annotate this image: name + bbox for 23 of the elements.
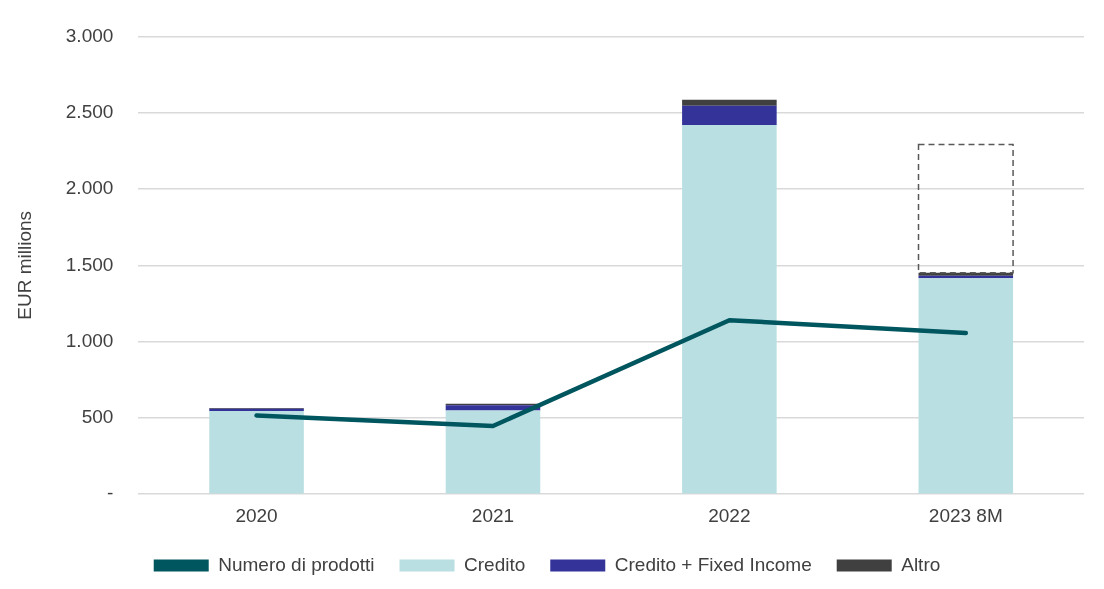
y-tick-label: 1.500 [65, 253, 114, 275]
bar [682, 99, 777, 106]
y-tick-label: 1.000 [65, 329, 114, 351]
y-tick-label: 3.000 [65, 24, 114, 46]
x-tick-label: 2020 [235, 504, 278, 526]
y-tick-label: 500 [81, 406, 114, 428]
y-axis-title: EUR millions [13, 210, 35, 320]
bar [682, 124, 777, 494]
bar [682, 105, 777, 125]
x-tick-label: 2021 [471, 504, 515, 526]
y-tick-label: 2.500 [65, 100, 114, 122]
legend-label: Credito [464, 553, 526, 575]
x-tick-label: 2023 8M [928, 504, 1003, 526]
bar [917, 143, 1014, 274]
legend-label: Altro [901, 553, 941, 575]
y-tick-label: - [107, 482, 114, 504]
x-tick-label: 2022 [708, 504, 751, 526]
legend-label: Numero di prodotti [218, 553, 375, 575]
y-tick-label: 2.000 [65, 177, 114, 199]
bar [918, 278, 1014, 494]
bar [445, 410, 541, 494]
bar [209, 411, 304, 494]
legend-label: Credito + Fixed Income [614, 553, 812, 575]
